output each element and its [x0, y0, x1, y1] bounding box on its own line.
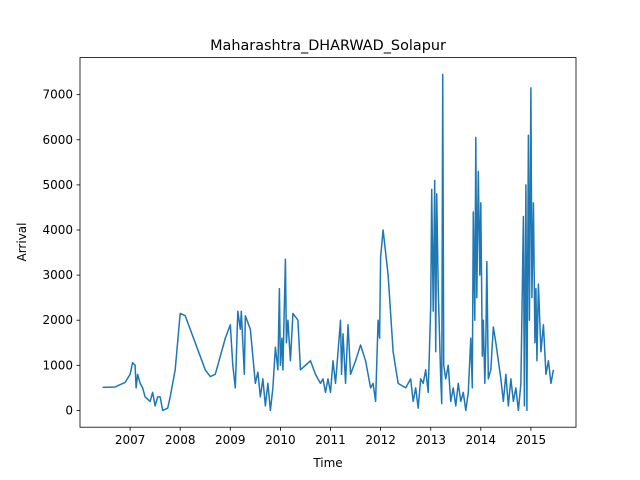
axes-frame: [79, 57, 577, 428]
x-axis-label: Time: [312, 456, 342, 470]
x-tick-label: 2010: [265, 433, 296, 447]
y-tick-label: 3000: [42, 268, 73, 282]
y-tick-label: 1000: [42, 358, 73, 372]
x-tick-label: 2007: [115, 433, 146, 447]
y-axis-label: Arrival: [15, 223, 29, 262]
y-tick-label: 7000: [42, 88, 73, 102]
x-tick-label: 2008: [165, 433, 196, 447]
x-tick-label: 2011: [315, 433, 346, 447]
y-tick-label: 5000: [42, 178, 73, 192]
x-tick-label: 2015: [516, 433, 547, 447]
series-line: [102, 73, 555, 412]
y-tick-label: 6000: [42, 133, 73, 147]
x-tick-label: 2012: [365, 433, 396, 447]
x-tick-label: 2014: [466, 433, 497, 447]
x-tick-label: 2009: [215, 433, 246, 447]
y-tick-label: 2000: [42, 313, 73, 327]
y-tick-label: 0: [65, 403, 73, 417]
x-tick-label: 2013: [415, 433, 446, 447]
chart-title: Maharashtra_DHARWAD_Solapur: [210, 38, 446, 54]
y-tick-label: 4000: [42, 223, 73, 237]
